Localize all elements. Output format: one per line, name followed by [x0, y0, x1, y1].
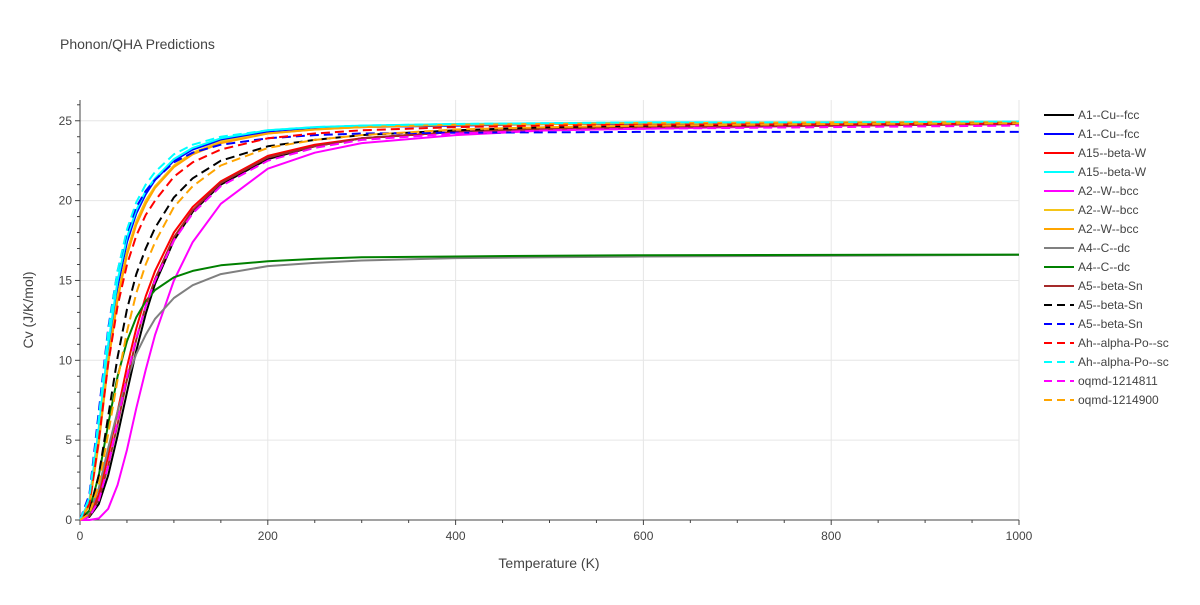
- series-line-7: [79, 253, 1020, 521]
- legend-item[interactable]: A5--beta-Sn: [1044, 317, 1143, 331]
- series-line-15: [79, 122, 1020, 521]
- legend-item[interactable]: A1--Cu--fcc: [1044, 127, 1139, 141]
- y-tick-label: 25: [59, 114, 73, 128]
- legend-item[interactable]: Ah--alpha-Po--sc: [1044, 355, 1169, 369]
- y-tick-label: 15: [59, 273, 73, 287]
- series-line-9: [79, 123, 1020, 521]
- legend-label: oqmd-1214811: [1078, 374, 1158, 388]
- legend-label: A1--Cu--fcc: [1078, 108, 1139, 122]
- legend-label: A15--beta-W: [1078, 146, 1147, 160]
- grid-lines: [80, 100, 1020, 520]
- legend-label: A1--Cu--fcc: [1078, 127, 1139, 141]
- y-tick-label: 0: [65, 513, 72, 527]
- legend-item[interactable]: Ah--alpha-Po--sc: [1044, 336, 1169, 350]
- legend[interactable]: A1--Cu--fcc A1--Cu--fcc A15--beta-W A15--be…: [1044, 108, 1169, 407]
- legend-item[interactable]: A15--beta-W: [1044, 146, 1147, 160]
- series-line-12: [79, 122, 1020, 521]
- legend-label: A2--W--bcc: [1078, 184, 1138, 198]
- series-line-14: [79, 124, 1020, 521]
- legend-item[interactable]: A2--W--bcc: [1044, 184, 1138, 198]
- y-tick-label: 20: [59, 194, 73, 208]
- series-line-10: [79, 122, 1020, 521]
- series-line-13: [79, 120, 1020, 521]
- axes: 0 5 10 15 20 25 0 200 400 600 800 1000: [59, 100, 1033, 543]
- legend-item[interactable]: oqmd-1214900: [1044, 393, 1159, 407]
- x-tick-label: 400: [446, 529, 466, 543]
- legend-item[interactable]: A5--beta-Sn: [1044, 279, 1143, 293]
- legend-item[interactable]: A4--C--dc: [1044, 241, 1130, 255]
- legend-label: A5--beta-Sn: [1078, 317, 1143, 331]
- legend-item[interactable]: A2--W--bcc: [1044, 222, 1138, 236]
- legend-label: oqmd-1214900: [1078, 393, 1159, 407]
- x-tick-label: 200: [258, 529, 278, 543]
- x-tick-label: 600: [633, 529, 653, 543]
- legend-item[interactable]: A15--beta-W: [1044, 165, 1147, 179]
- x-tick-label: 0: [77, 529, 84, 543]
- series-line-11: [79, 130, 1019, 521]
- legend-item[interactable]: A4--C--dc: [1044, 260, 1130, 274]
- series-line-8: [79, 253, 1020, 521]
- y-axis-label: Cv (J/K/mol): [20, 272, 36, 349]
- legend-label: A2--W--bcc: [1078, 203, 1138, 217]
- legend-label: A2--W--bcc: [1078, 222, 1138, 236]
- legend-label: A5--beta-Sn: [1078, 298, 1143, 312]
- legend-label: A15--beta-W: [1078, 165, 1147, 179]
- legend-label: Ah--alpha-Po--sc: [1078, 336, 1169, 350]
- legend-label: A5--beta-Sn: [1078, 279, 1143, 293]
- legend-label: A4--C--dc: [1078, 241, 1130, 255]
- legend-item[interactable]: oqmd-1214811: [1044, 374, 1158, 388]
- legend-item[interactable]: A2--W--bcc: [1044, 203, 1138, 217]
- legend-item[interactable]: A1--Cu--fcc: [1044, 108, 1139, 122]
- y-tick-label: 10: [59, 353, 73, 367]
- chart-title: Phonon/QHA Predictions: [60, 36, 215, 52]
- x-axis-label: Temperature (K): [498, 555, 599, 571]
- legend-item[interactable]: A5--beta-Sn: [1044, 298, 1143, 312]
- y-tick-label: 5: [65, 433, 72, 447]
- x-tick-label: 1000: [1006, 529, 1033, 543]
- legend-label: Ah--alpha-Po--sc: [1078, 355, 1169, 369]
- legend-label: A4--C--dc: [1078, 260, 1130, 274]
- x-tick-label: 800: [821, 529, 841, 543]
- series-lines: [79, 120, 1020, 521]
